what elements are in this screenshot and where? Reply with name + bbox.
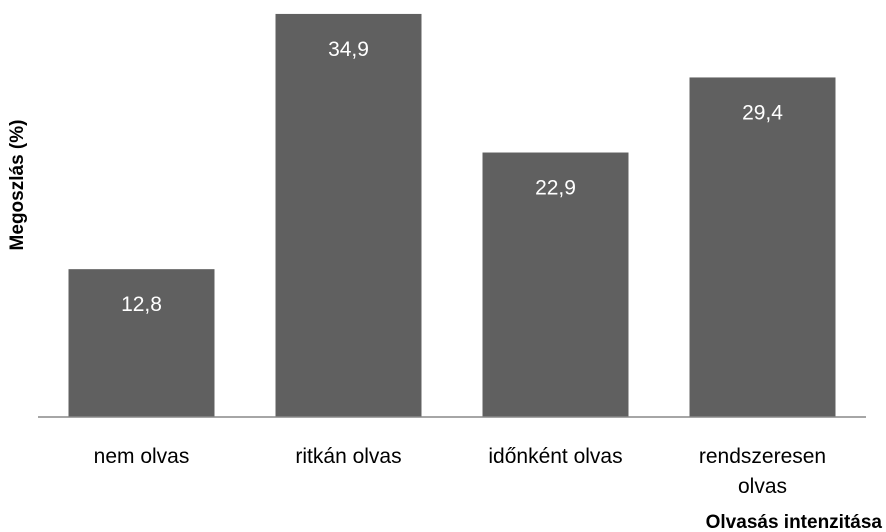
bar-value-label-3: 22,9 xyxy=(535,177,576,200)
bar-2 xyxy=(275,13,422,418)
bar-4 xyxy=(689,77,836,417)
x-tick-label-1: nem olvas xyxy=(94,445,190,468)
x-tick-label-2: ritkán olvas xyxy=(295,445,401,468)
bars-group: 12,8 34,9 22,9 29,4 xyxy=(68,13,836,418)
x-tick-labels: nem olvas ritkán olvas időnként olvas rends… xyxy=(94,445,826,498)
bar-value-label-4: 29,4 xyxy=(742,101,783,124)
x-axis-title: Olvasás intenzitása xyxy=(706,512,883,532)
bar-3 xyxy=(482,152,629,418)
bar-value-label-2: 34,9 xyxy=(328,38,369,61)
y-axis-title: Megoszlás (%) xyxy=(7,120,28,251)
x-tick-label-4-line-1: rendszeresen xyxy=(699,445,826,468)
bar-1 xyxy=(68,269,215,417)
x-tick-label-3: időnként olvas xyxy=(488,445,622,468)
x-tick-label-4-line-2: olvas xyxy=(738,475,787,498)
bar-value-label-1: 12,8 xyxy=(121,293,162,316)
